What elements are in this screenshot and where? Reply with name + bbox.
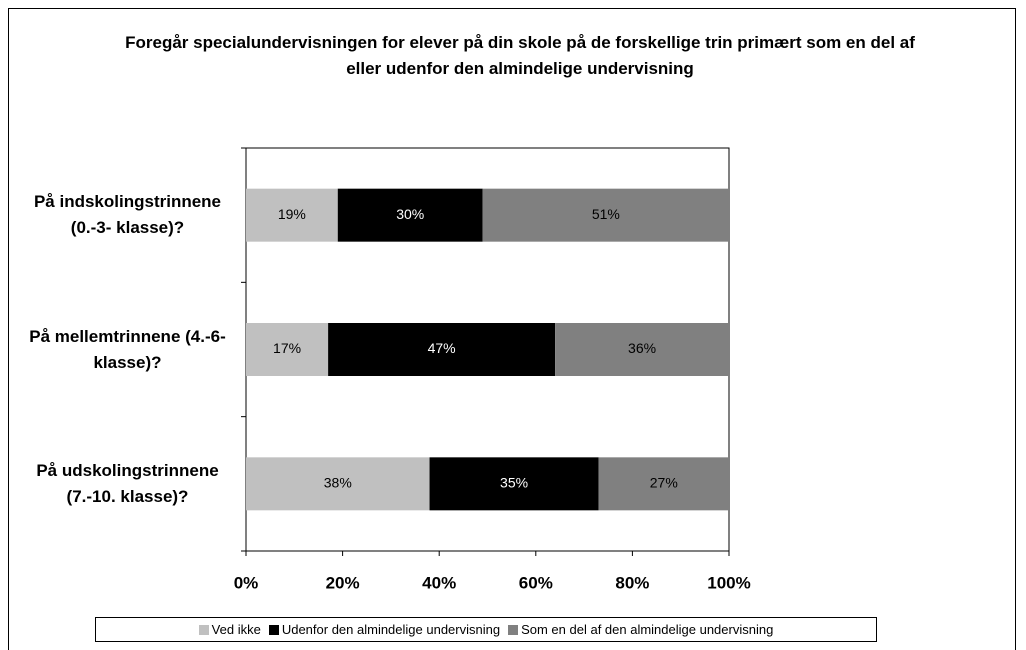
x-tick-label: 60% [519, 573, 553, 592]
bar-segment [246, 188, 338, 242]
data-label: 47% [428, 340, 456, 356]
data-label: 17% [273, 340, 301, 356]
data-label: 51% [592, 206, 620, 222]
legend-label: Ved ikke [211, 622, 261, 637]
category-label: På indskolingstrinnene (0.-3- klasse)? [33, 192, 222, 238]
bar-segment [555, 323, 729, 376]
legend-item: Udenfor den almindelige undervisning [268, 622, 501, 637]
category-label: På mellemtrinnene (4.-6- klasse)? [29, 326, 226, 372]
data-label: 27% [650, 475, 678, 491]
bar-segment [337, 188, 483, 242]
data-label: 35% [500, 475, 528, 491]
legend-label: Som en del af den almindelige undervisni… [521, 622, 774, 637]
legend-item: Som en del af den almindelige undervisni… [508, 622, 773, 637]
bar-segment [429, 457, 599, 511]
data-label: 19% [278, 206, 306, 222]
x-tick-label: 20% [326, 573, 360, 592]
x-tick-label: 100% [707, 573, 750, 592]
legend-swatch [198, 624, 209, 635]
category-label: På udskolingstrinnene (7.-10. klasse)? [36, 460, 219, 506]
bar-segment [482, 188, 729, 242]
x-tick-label: 0% [234, 573, 259, 592]
data-label: 36% [628, 340, 656, 356]
bar-segment [598, 457, 729, 511]
chart-frame [8, 8, 1016, 650]
chart-title: Foregår specialundervisningen for elever… [125, 33, 915, 78]
bar-segment [246, 323, 329, 376]
x-tick-label: 80% [615, 573, 649, 592]
legend-swatch [268, 624, 279, 635]
bar-segment [246, 457, 430, 511]
data-label: 30% [396, 206, 424, 222]
legend-item: Ved ikke [198, 622, 261, 637]
legend: Ved ikke Udenfor den almindelige undervis… [95, 617, 877, 642]
data-label: 38% [324, 475, 352, 491]
legend-label: Udenfor den almindelige undervisning [281, 622, 501, 637]
bar-segment [328, 323, 556, 376]
x-tick-label: 40% [422, 573, 456, 592]
legend-swatch [508, 624, 519, 635]
